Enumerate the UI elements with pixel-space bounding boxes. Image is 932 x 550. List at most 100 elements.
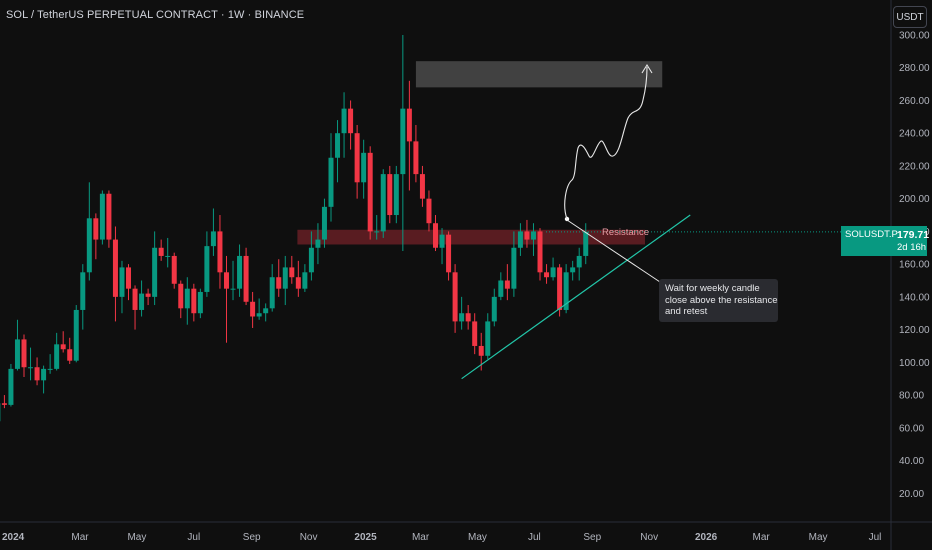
candle-body [524, 231, 530, 240]
candle-body [73, 309, 79, 361]
y-tick-label: 40.00 [899, 456, 924, 467]
candle-body [544, 272, 550, 278]
y-tick-label: 240.00 [899, 129, 930, 140]
candle-body [563, 272, 569, 310]
x-tick-label: 2026 [695, 532, 718, 543]
candle-body [126, 267, 132, 289]
arrow-head-icon [641, 63, 653, 74]
y-tick-label: 300.00 [899, 30, 930, 41]
candle-body [41, 368, 47, 381]
candle-body [8, 368, 14, 405]
candle-body [452, 272, 458, 322]
candle-body [86, 218, 92, 273]
x-tick-label: May [468, 532, 487, 543]
currency-button[interactable]: USDT [893, 6, 927, 28]
zones-layer [297, 61, 663, 245]
candle-body [302, 272, 308, 289]
y-tick-label: 20.00 [899, 489, 924, 500]
x-tick-label: Sep [583, 532, 601, 543]
x-axis: 2024 Mar May Jul Sep Nov 2025 Mar May Jul Sep Nov 20… [2, 532, 881, 543]
candle-body [308, 247, 314, 273]
candle-body [583, 231, 589, 256]
candle-body [158, 247, 164, 256]
candle-body [60, 344, 66, 350]
candle-body [459, 313, 465, 322]
x-tick-label: May [809, 532, 828, 543]
price-tag-countdown: 2d 16h [897, 242, 927, 253]
candle-body [413, 141, 419, 175]
candle-body [491, 296, 497, 322]
candle-body [93, 218, 99, 240]
candle-body [256, 313, 262, 317]
candle-body [485, 321, 491, 356]
candle-body [367, 152, 373, 232]
candle-body [400, 108, 406, 175]
candle-body [419, 174, 425, 199]
candle-body [269, 277, 275, 309]
candle-body [237, 255, 243, 289]
x-tick-label: Mar [412, 532, 430, 543]
chart-header-title: SOL / TetherUS PERPETUAL CONTRACT · 1W ·… [6, 9, 305, 21]
candle-body [217, 231, 223, 273]
candle-body [54, 344, 60, 369]
x-tick-label: Jul [187, 532, 200, 543]
candle-body [465, 313, 471, 322]
candle-body [112, 239, 118, 297]
x-tick-label: Mar [71, 532, 89, 543]
candle-body [557, 267, 563, 310]
candle-body [28, 367, 34, 369]
candle-body [152, 247, 158, 297]
candle-body [374, 231, 380, 233]
x-tick-label: Sep [243, 532, 261, 543]
candle-body [472, 321, 478, 346]
candle-body [263, 308, 269, 314]
trendline [461, 214, 691, 380]
candle-body [498, 280, 504, 297]
candles-layer [0, 34, 589, 422]
candle-body [250, 301, 256, 317]
candle-body [119, 267, 125, 297]
y-tick-label: 120.00 [899, 325, 930, 336]
candle-body [47, 368, 53, 370]
y-axis: 20.00 40.00 60.00 80.00 100.00 120.00 140.00 16… [899, 30, 930, 499]
candle-body [99, 193, 105, 240]
candle-body [223, 272, 229, 289]
candle-body [406, 108, 412, 142]
candle-body [139, 293, 145, 310]
candle-body [315, 239, 321, 248]
candle-body [165, 255, 171, 257]
candle-body [426, 198, 432, 224]
candle-body [289, 267, 295, 278]
candle-body [21, 339, 27, 368]
callout-line [566, 219, 664, 285]
candle-body [295, 277, 301, 289]
candle-body [1, 403, 7, 405]
drawings-layer [461, 63, 891, 380]
candle-body [504, 280, 510, 289]
candle-body [276, 277, 282, 289]
annotation-note[interactable]: Wait for weekly candle close above the r… [659, 279, 778, 322]
candle-body [14, 339, 20, 369]
candle-body [387, 174, 393, 216]
y-tick-label: 160.00 [899, 260, 930, 271]
x-tick-label: 2025 [354, 532, 377, 543]
y-tick-label: 200.00 [899, 194, 930, 205]
candle-body [191, 288, 197, 314]
price-tag-symbol: SOLUSDT.P [845, 229, 898, 240]
candle-body [80, 272, 86, 310]
x-tick-label: Jul [869, 532, 882, 543]
x-tick-label: May [127, 532, 146, 543]
candle-body [184, 288, 190, 309]
annotation-note-line: close above the resistance [665, 294, 778, 306]
candle-body [348, 108, 354, 134]
candle-body [145, 293, 151, 297]
y-tick-label: 100.00 [899, 358, 930, 369]
y-tick-label: 60.00 [899, 423, 924, 434]
candle-body [550, 267, 556, 278]
y-tick-label: 80.00 [899, 391, 924, 402]
price-tag: SOLUSDT.P 179.71 2d 16h [841, 226, 930, 256]
candle-body [511, 247, 517, 289]
candle-body [361, 152, 367, 183]
price-tag-price: 179.71 [897, 229, 930, 241]
